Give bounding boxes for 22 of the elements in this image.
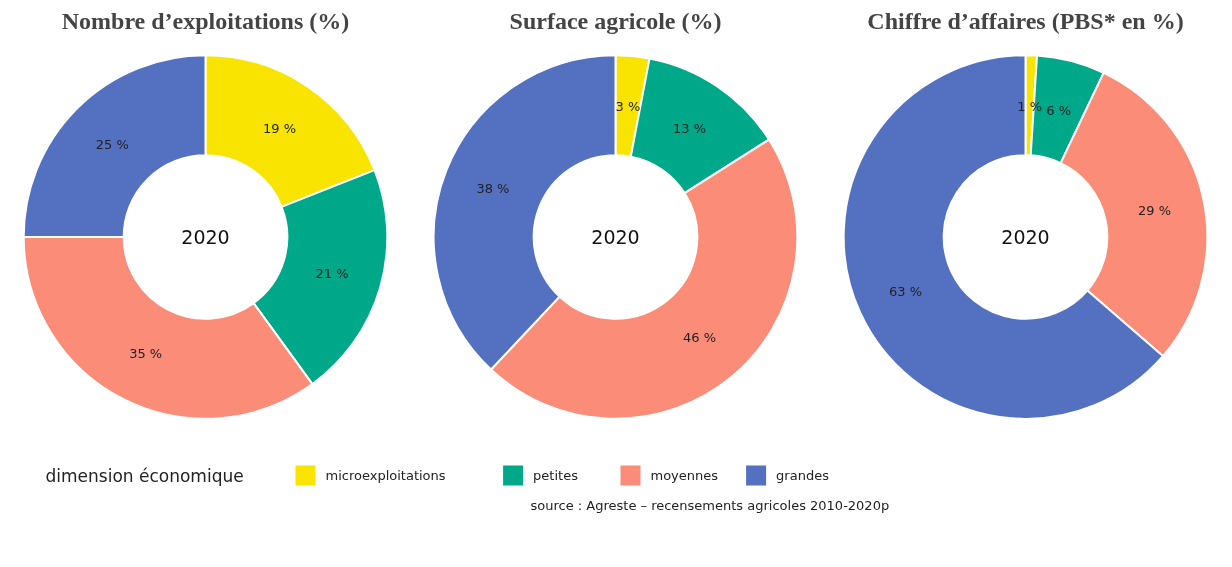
- chart-title: Surface agricole (%): [509, 7, 722, 34]
- data-label: 35 %: [129, 346, 163, 362]
- data-label: 21 %: [315, 266, 349, 281]
- legend-label: grandes: [776, 468, 830, 483]
- data-label: 29 %: [1138, 202, 1172, 218]
- data-label: 25 %: [95, 136, 129, 152]
- data-label: 13 %: [673, 121, 707, 137]
- data-label: 63 %: [889, 283, 923, 299]
- text: 2020: [591, 226, 640, 248]
- chart-title: Chiffre d’affaires (PBS* en %): [867, 7, 1184, 34]
- data-label: 38 %: [476, 181, 510, 197]
- data-label: 19 %: [263, 121, 297, 137]
- legend-title: dimension économique: [45, 465, 244, 486]
- chart-title: Nombre d’exploitations (%): [61, 7, 350, 34]
- legend-label: petites: [533, 468, 579, 483]
- data-label: 46 %: [683, 330, 717, 346]
- legend-label: microexploitations: [325, 468, 446, 483]
- legend-label: moyennes: [650, 468, 719, 483]
- source-note: source : Agreste – recensements agricoles 2010-2020p: [530, 498, 890, 513]
- text: 2020: [181, 226, 230, 248]
- text: 2020: [1001, 226, 1050, 248]
- data-label: 6 %: [1046, 102, 1071, 118]
